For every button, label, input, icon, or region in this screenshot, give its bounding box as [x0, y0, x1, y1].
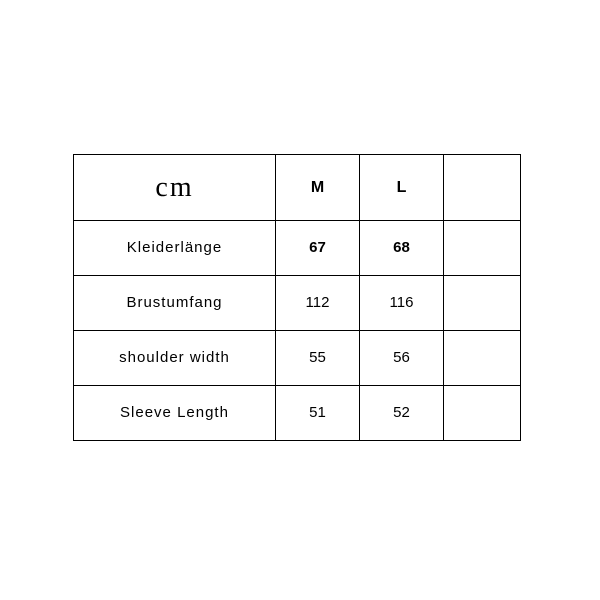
- size-chart-body: cm M L Kleiderlänge 67 68 Brustumfang 11…: [74, 155, 521, 441]
- row-empty-cell: [444, 276, 521, 331]
- row-value-m: 55: [309, 349, 326, 366]
- row-value-l-cell: 52: [360, 386, 444, 441]
- header-size-m-label: M: [311, 179, 324, 196]
- row-label: shoulder width: [119, 349, 230, 366]
- row-value-l: 116: [390, 294, 414, 311]
- header-empty-cell: [444, 155, 521, 221]
- row-value-l: 52: [393, 404, 410, 421]
- row-empty-cell: [444, 221, 521, 276]
- row-value-m: 112: [306, 294, 330, 311]
- size-chart-container: cm M L Kleiderlänge 67 68 Brustumfang 11…: [73, 154, 520, 441]
- header-unit-label: cm: [155, 172, 193, 203]
- row-empty-cell: [444, 386, 521, 441]
- row-label-cell: shoulder width: [74, 331, 276, 386]
- row-value-m-cell: 67: [276, 221, 360, 276]
- row-label: Kleiderlänge: [127, 239, 222, 256]
- size-chart-table: cm M L Kleiderlänge 67 68 Brustumfang 11…: [73, 154, 521, 441]
- row-value-l-cell: 56: [360, 331, 444, 386]
- row-label: Sleeve Length: [120, 404, 229, 421]
- table-row: Sleeve Length 51 52: [74, 386, 521, 441]
- header-size-m-cell: M: [276, 155, 360, 221]
- row-value-m-cell: 51: [276, 386, 360, 441]
- table-header-row: cm M L: [74, 155, 521, 221]
- row-value-l-cell: 68: [360, 221, 444, 276]
- table-row: Brustumfang 112 116: [74, 276, 521, 331]
- row-value-m: 67: [309, 239, 326, 256]
- row-label-cell: Sleeve Length: [74, 386, 276, 441]
- row-value-m: 51: [309, 404, 326, 421]
- header-size-l-cell: L: [360, 155, 444, 221]
- row-value-l-cell: 116: [360, 276, 444, 331]
- header-unit-cell: cm: [74, 155, 276, 221]
- row-value-l: 56: [393, 349, 410, 366]
- row-value-l: 68: [393, 239, 410, 256]
- row-value-m-cell: 55: [276, 331, 360, 386]
- row-value-m-cell: 112: [276, 276, 360, 331]
- header-size-l-label: L: [397, 179, 407, 196]
- table-row: shoulder width 55 56: [74, 331, 521, 386]
- row-label-cell: Kleiderlänge: [74, 221, 276, 276]
- table-row: Kleiderlänge 67 68: [74, 221, 521, 276]
- row-empty-cell: [444, 331, 521, 386]
- row-label: Brustumfang: [126, 294, 222, 311]
- row-label-cell: Brustumfang: [74, 276, 276, 331]
